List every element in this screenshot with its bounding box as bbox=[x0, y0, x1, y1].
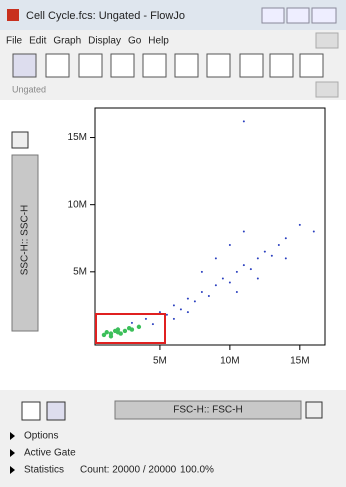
tool-select[interactable] bbox=[13, 54, 36, 77]
tool-diamond[interactable] bbox=[270, 54, 293, 77]
point bbox=[105, 330, 109, 334]
point bbox=[201, 291, 203, 293]
x-tick-label: 10M bbox=[220, 356, 239, 367]
x-axis-label: FSC-H:: FSC-H bbox=[173, 405, 242, 416]
panel-label[interactable]: Statistics bbox=[24, 465, 64, 476]
point bbox=[243, 120, 245, 122]
point bbox=[243, 231, 245, 233]
point bbox=[215, 257, 217, 259]
point bbox=[243, 264, 245, 266]
point bbox=[250, 268, 252, 270]
stat-percent: 100.0% bbox=[180, 465, 214, 476]
point bbox=[187, 311, 189, 313]
x-tick-label: 15M bbox=[290, 356, 309, 367]
window-graphics: Cell Cycle.fcs: Ungated - FlowJo File Edi… bbox=[0, 0, 346, 487]
y-text-button[interactable] bbox=[12, 132, 28, 148]
point bbox=[137, 325, 141, 329]
gate-icon[interactable] bbox=[22, 402, 40, 420]
point bbox=[173, 318, 175, 320]
point bbox=[264, 251, 266, 253]
point bbox=[257, 278, 259, 280]
point bbox=[299, 224, 301, 226]
menu-item[interactable]: Edit bbox=[29, 36, 46, 47]
point bbox=[215, 284, 217, 286]
stat-count: Count: 20000 / 20000 bbox=[80, 465, 177, 476]
point bbox=[229, 244, 231, 246]
point bbox=[229, 282, 231, 284]
toolbar bbox=[13, 54, 323, 77]
flowjo-window: Cell Cycle.fcs: Ungated - FlowJo File Edi… bbox=[0, 0, 346, 487]
point bbox=[166, 314, 168, 316]
tool-polygon[interactable] bbox=[143, 54, 166, 77]
point bbox=[187, 298, 189, 300]
gate-name: Ungated bbox=[12, 84, 46, 94]
point bbox=[194, 300, 196, 302]
maximize-button[interactable] bbox=[287, 8, 309, 23]
window-title: Cell Cycle.fcs: Ungated - FlowJo bbox=[26, 10, 185, 22]
point bbox=[236, 271, 238, 273]
point bbox=[119, 331, 123, 335]
tool-ellipse[interactable] bbox=[111, 54, 134, 77]
close-button[interactable] bbox=[312, 8, 336, 23]
point bbox=[159, 311, 161, 313]
point bbox=[236, 291, 238, 293]
point bbox=[271, 255, 273, 257]
point bbox=[173, 304, 175, 306]
scroll-down[interactable] bbox=[316, 82, 338, 97]
app-icon bbox=[7, 9, 19, 21]
point bbox=[123, 329, 127, 333]
menu-item[interactable]: File bbox=[6, 36, 23, 47]
menu-item[interactable]: Help bbox=[148, 36, 169, 47]
menu-item[interactable]: Go bbox=[128, 36, 142, 47]
y-tick-label: 10M bbox=[68, 199, 87, 210]
x-tick-label: 5M bbox=[153, 356, 167, 367]
point bbox=[109, 334, 113, 338]
menu-item[interactable]: Graph bbox=[53, 36, 81, 47]
tool-right[interactable] bbox=[300, 54, 323, 77]
scroll-up[interactable] bbox=[316, 33, 338, 48]
point bbox=[285, 257, 287, 259]
plot-panel bbox=[0, 100, 346, 390]
point bbox=[127, 326, 131, 330]
point bbox=[201, 271, 203, 273]
x-text-button[interactable] bbox=[306, 402, 322, 418]
point bbox=[131, 322, 133, 324]
panel-label[interactable]: Options bbox=[24, 431, 58, 442]
point bbox=[313, 231, 315, 233]
minimize-button[interactable] bbox=[262, 8, 284, 23]
point bbox=[278, 244, 280, 246]
panel-label[interactable]: Active Gate bbox=[24, 448, 76, 459]
point bbox=[222, 278, 224, 280]
tool-spider[interactable] bbox=[207, 54, 230, 77]
point bbox=[180, 308, 182, 310]
point bbox=[285, 237, 287, 239]
y-tick-label: 5M bbox=[73, 266, 87, 277]
menu-item[interactable]: Display bbox=[88, 36, 121, 47]
point bbox=[208, 295, 210, 297]
point bbox=[257, 257, 259, 259]
point bbox=[116, 327, 120, 331]
layout-icon[interactable] bbox=[47, 402, 65, 420]
tool-rect[interactable] bbox=[46, 54, 69, 77]
point bbox=[145, 318, 147, 320]
point bbox=[152, 323, 154, 325]
y-tick-label: 15M bbox=[68, 132, 87, 143]
tool-left[interactable] bbox=[240, 54, 263, 77]
y-axis-label: SSC-H:: SSC-H bbox=[20, 205, 31, 276]
tool-freehand[interactable] bbox=[175, 54, 198, 77]
tool-quad[interactable] bbox=[79, 54, 102, 77]
